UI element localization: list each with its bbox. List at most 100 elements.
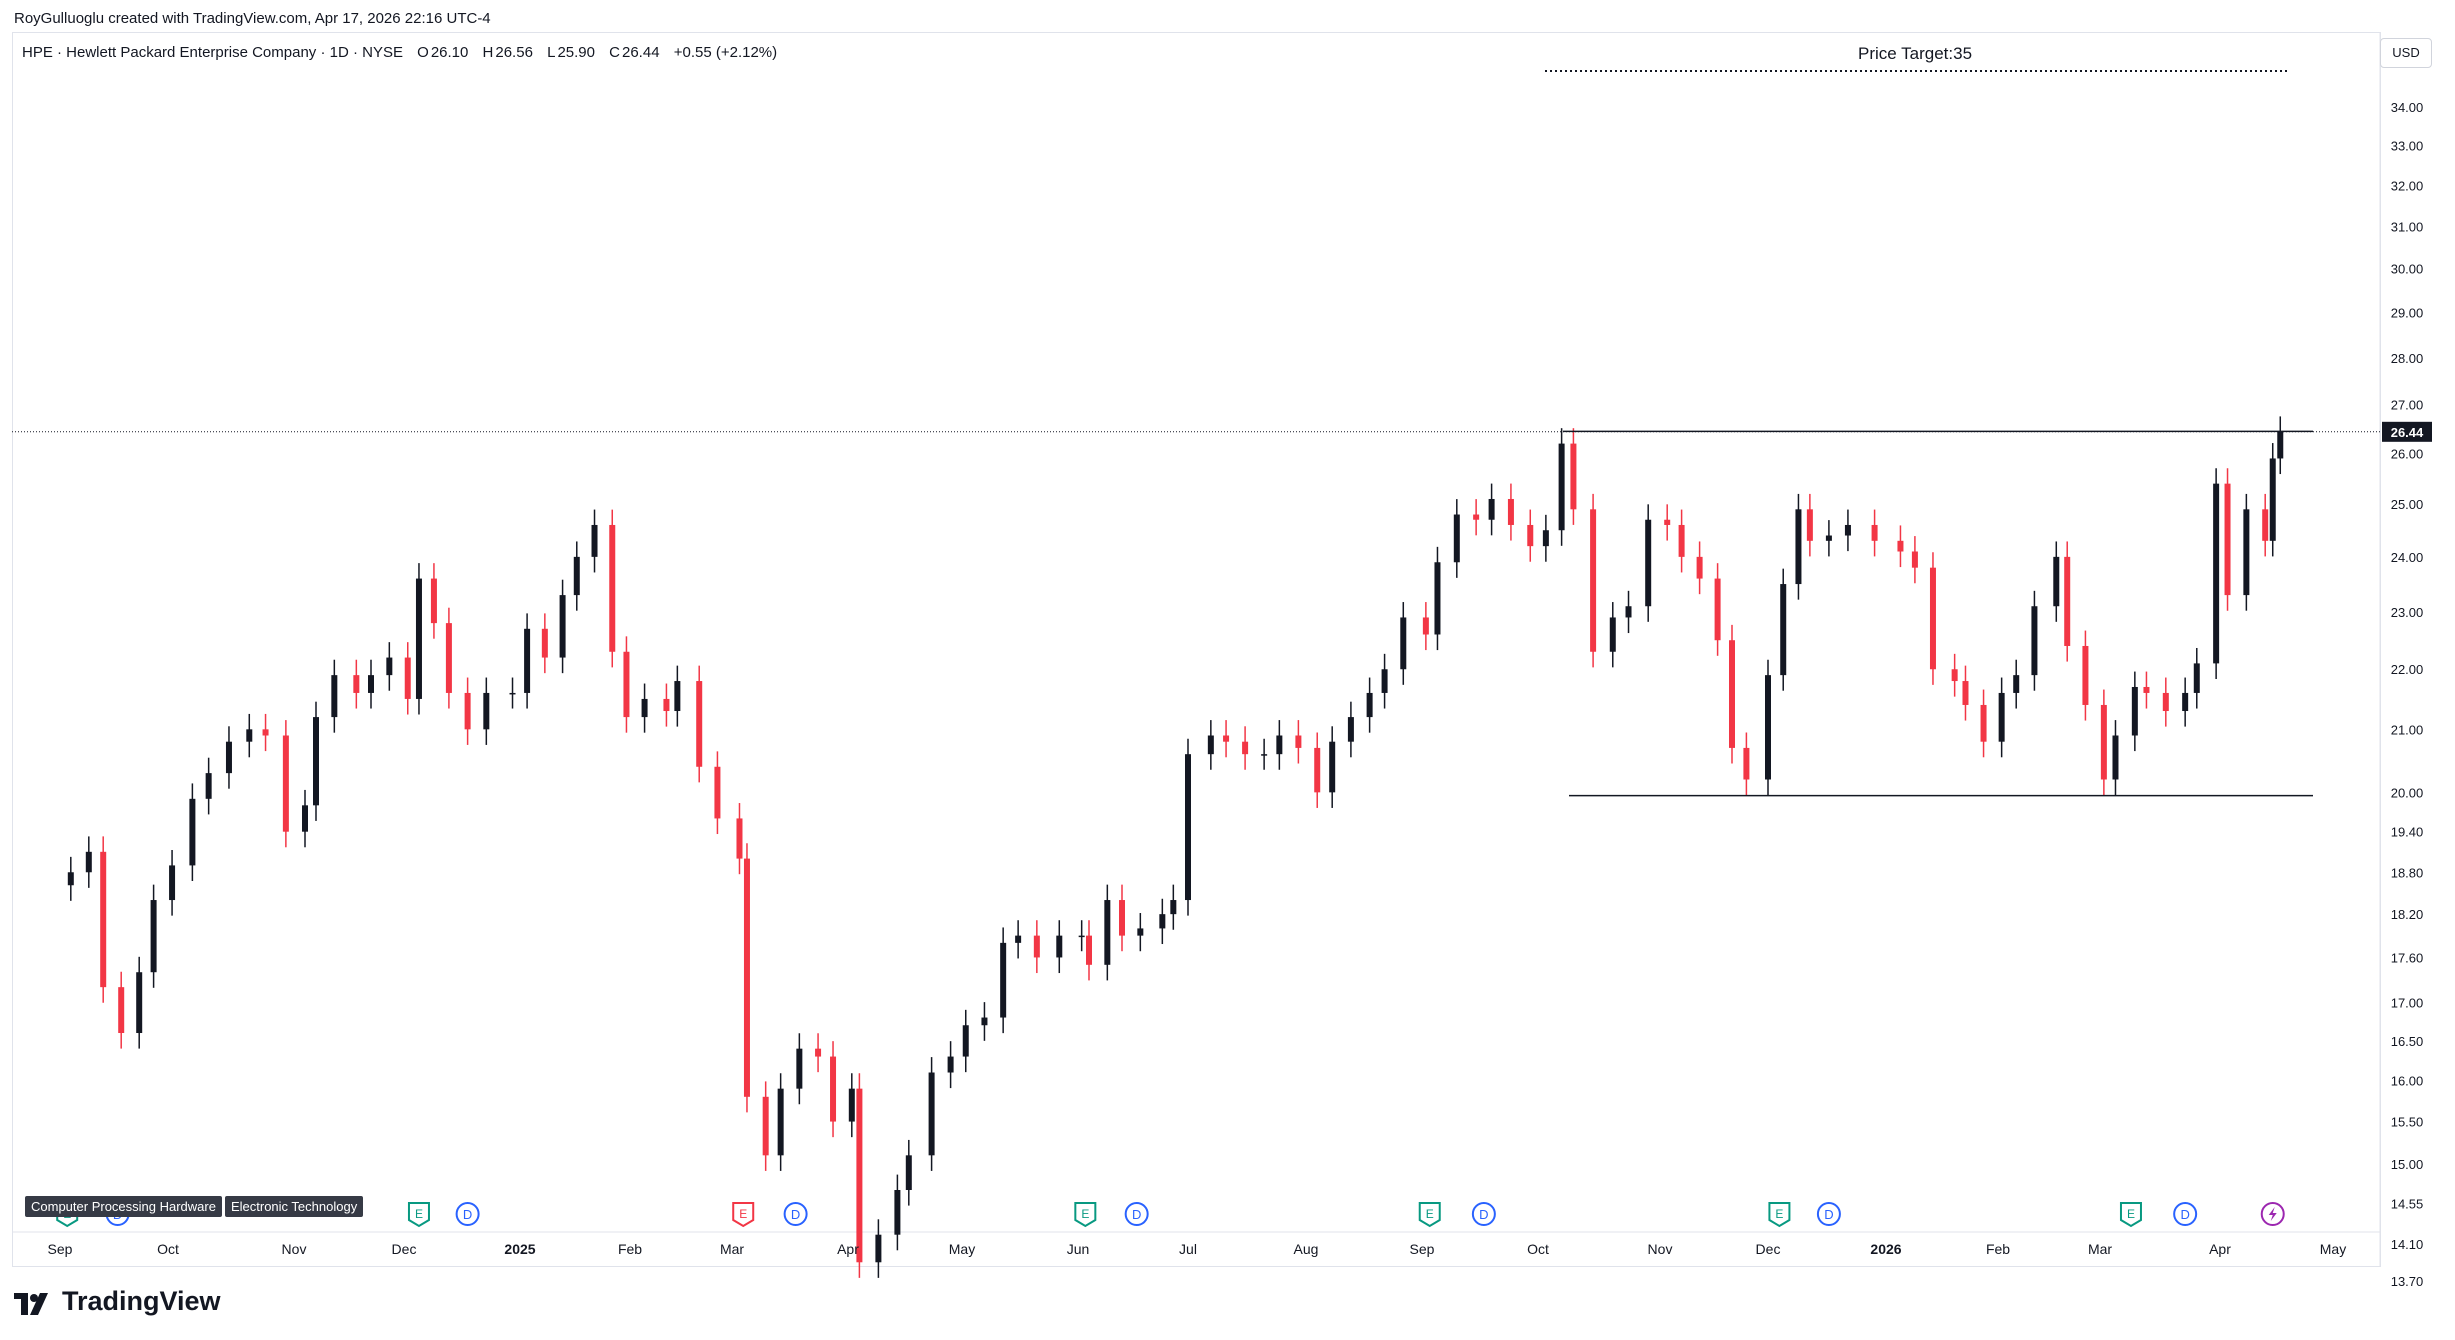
price-target-label[interactable]: Price Target:35	[1858, 44, 1973, 63]
time-tick-label: Apr	[2209, 1241, 2231, 1257]
candle-body	[430, 578, 437, 624]
candle-body	[714, 766, 721, 819]
sector-tag[interactable]: Electronic Technology	[224, 1196, 364, 1217]
price-tick-label: 24.00	[2391, 550, 2424, 565]
candle-body	[2031, 606, 2038, 676]
candle-body	[118, 987, 125, 1034]
candle-body	[1645, 519, 1652, 607]
candle-body	[225, 741, 232, 774]
candle-body	[541, 628, 548, 658]
candle-body	[85, 851, 92, 873]
dividend-icon[interactable]: D	[1124, 1202, 1149, 1226]
candle-body	[1962, 681, 1969, 705]
tradingview-logo-icon	[14, 1291, 54, 1315]
dividend-icon[interactable]: D	[2173, 1202, 2198, 1226]
price-tick-label: 26.00	[2391, 446, 2424, 461]
time-tick-label: Oct	[157, 1241, 179, 1257]
dividend-icon[interactable]: D	[1471, 1202, 1496, 1226]
currency-button[interactable]: USD	[2380, 38, 2432, 68]
candle-body	[1871, 524, 1878, 541]
earnings-icon[interactable]: E	[1768, 1202, 1791, 1228]
candle-body	[331, 675, 338, 718]
candle-body	[1590, 509, 1597, 652]
price-tick-label: 15.50	[2391, 1115, 2424, 1130]
candle-body	[1056, 935, 1063, 958]
candle-body	[2224, 483, 2231, 596]
price-tick-label: 30.00	[2391, 262, 2424, 277]
candle-body	[2277, 431, 2284, 459]
price-tick-label: 22.00	[2391, 662, 2424, 677]
candle-body	[796, 1048, 803, 1089]
candle-body	[559, 595, 566, 658]
candle-body	[1033, 935, 1040, 958]
candle-body	[1207, 735, 1214, 755]
sector-tags: Computer Processing Hardware Electronic …	[25, 1196, 364, 1217]
time-tick-label: Jul	[1179, 1241, 1197, 1257]
time-tick-label: Feb	[618, 1241, 642, 1257]
candle-body	[483, 692, 490, 730]
candle-body	[674, 681, 681, 712]
earnings-icon[interactable]: E	[1074, 1202, 1097, 1228]
candle-body	[623, 651, 630, 718]
candle-body	[1714, 578, 1721, 641]
low-value: 25.90	[557, 44, 595, 61]
candle-body	[1542, 530, 1549, 547]
candle-body	[1104, 900, 1111, 965]
time-tick-label: Sep	[1410, 1241, 1435, 1257]
candle-body	[1185, 754, 1191, 901]
candle-body	[762, 1096, 769, 1156]
time-tick-label: Mar	[720, 1241, 744, 1257]
price-tick-label: 31.00	[2391, 219, 2424, 234]
time-tick-label: Dec	[1756, 1241, 1781, 1257]
earnings-icon[interactable]: E	[1418, 1202, 1441, 1228]
price-tick-label: 33.00	[2391, 139, 2424, 154]
candle-body	[2269, 458, 2276, 541]
candle-body	[262, 729, 269, 736]
candle-body	[1558, 443, 1565, 531]
price-tick-label: 17.00	[2391, 995, 2424, 1010]
candle-body	[189, 798, 196, 866]
time-tick-label: Apr	[837, 1241, 859, 1257]
candle-body	[302, 805, 308, 832]
tradingview-logo[interactable]: TradingView	[14, 1286, 221, 1317]
svg-text:E: E	[1081, 1207, 1089, 1221]
dividend-icon[interactable]: D	[1816, 1202, 1841, 1226]
candle-body	[2131, 686, 2138, 736]
candle-body	[1295, 735, 1302, 748]
split-icon[interactable]	[2260, 1202, 2285, 1226]
candle-body	[1743, 747, 1750, 780]
candle-body	[1929, 567, 1936, 670]
dividend-icon[interactable]: D	[783, 1202, 808, 1226]
svg-text:E: E	[2127, 1207, 2135, 1221]
symbol-legend[interactable]: HPE · Hewlett Packard Enterprise Company…	[22, 44, 779, 61]
candle-body	[150, 900, 157, 973]
candle-body	[1806, 509, 1813, 541]
svg-text:D: D	[1132, 1207, 1141, 1222]
candle-body	[743, 858, 750, 1097]
price-tick-label: 32.00	[2391, 178, 2424, 193]
earnings-icon[interactable]: E	[732, 1202, 755, 1228]
candle-body	[136, 972, 143, 1034]
dividend-icon[interactable]: D	[455, 1202, 480, 1226]
time-tick-label: Sep	[48, 1241, 73, 1257]
candle-body	[1678, 524, 1685, 557]
candle-body	[1570, 443, 1577, 510]
candle-body	[353, 675, 360, 693]
svg-text:E: E	[415, 1207, 423, 1221]
industry-tag[interactable]: Computer Processing Hardware	[25, 1196, 222, 1217]
time-tick-label: Oct	[1527, 1241, 1549, 1257]
candle-body	[1507, 498, 1514, 525]
candle-body	[1422, 617, 1429, 635]
candle-body	[2143, 686, 2150, 693]
time-tick-label: Dec	[392, 1241, 417, 1257]
price-tick-label: 14.10	[2391, 1237, 2424, 1252]
candle-body	[1366, 692, 1373, 718]
earnings-icon[interactable]: E	[2119, 1202, 2142, 1228]
candle-body	[246, 729, 253, 742]
time-tick-label: Jun	[1067, 1241, 1090, 1257]
time-tick-label: May	[2320, 1241, 2346, 1257]
candle-body	[1381, 669, 1388, 693]
earnings-icon[interactable]: E	[407, 1202, 430, 1228]
candle-body	[2162, 692, 2169, 712]
